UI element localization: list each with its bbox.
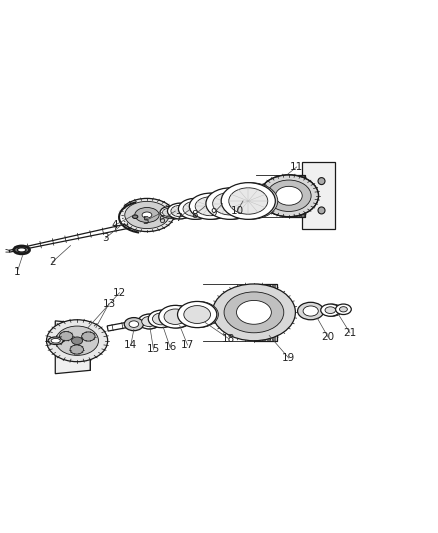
Text: 9: 9	[210, 208, 217, 218]
Ellipse shape	[124, 318, 144, 330]
Polygon shape	[302, 162, 335, 229]
Text: 17: 17	[181, 340, 194, 350]
Ellipse shape	[48, 337, 64, 344]
Ellipse shape	[56, 326, 99, 356]
Ellipse shape	[71, 337, 83, 344]
Ellipse shape	[159, 305, 192, 328]
Text: 16: 16	[163, 342, 177, 352]
Text: 5: 5	[142, 216, 149, 225]
Ellipse shape	[51, 338, 60, 343]
Ellipse shape	[138, 314, 160, 329]
Ellipse shape	[191, 193, 233, 220]
Text: 7: 7	[176, 213, 182, 223]
Ellipse shape	[167, 203, 192, 219]
Text: 10: 10	[231, 206, 244, 216]
Text: 6: 6	[158, 215, 165, 225]
Ellipse shape	[318, 207, 325, 214]
Ellipse shape	[135, 207, 159, 222]
Ellipse shape	[276, 187, 302, 205]
Ellipse shape	[14, 246, 29, 254]
Text: 12: 12	[113, 288, 126, 298]
Ellipse shape	[189, 193, 231, 220]
Ellipse shape	[212, 192, 247, 215]
Ellipse shape	[139, 314, 161, 329]
Text: 1: 1	[14, 266, 21, 277]
Ellipse shape	[303, 306, 318, 316]
Ellipse shape	[221, 183, 276, 220]
Ellipse shape	[208, 188, 256, 220]
Text: 21: 21	[343, 328, 357, 338]
Text: 15: 15	[147, 344, 160, 354]
Ellipse shape	[60, 332, 73, 341]
Ellipse shape	[178, 198, 212, 220]
Text: 18: 18	[222, 334, 235, 344]
Ellipse shape	[179, 302, 219, 328]
Ellipse shape	[195, 197, 226, 216]
Ellipse shape	[224, 183, 278, 220]
Ellipse shape	[267, 180, 311, 212]
Ellipse shape	[129, 321, 139, 327]
Ellipse shape	[229, 188, 268, 214]
Ellipse shape	[184, 305, 211, 324]
Ellipse shape	[46, 320, 108, 362]
Ellipse shape	[325, 307, 336, 313]
Ellipse shape	[142, 212, 152, 218]
Text: 8: 8	[191, 211, 198, 221]
Ellipse shape	[148, 310, 174, 328]
Ellipse shape	[259, 175, 318, 217]
Ellipse shape	[161, 207, 178, 218]
Ellipse shape	[297, 302, 324, 320]
Ellipse shape	[164, 309, 187, 325]
Ellipse shape	[206, 188, 254, 220]
Ellipse shape	[133, 215, 138, 219]
Polygon shape	[107, 308, 206, 331]
Ellipse shape	[160, 305, 193, 328]
Ellipse shape	[321, 304, 340, 316]
Ellipse shape	[162, 208, 175, 216]
Ellipse shape	[323, 304, 342, 316]
Ellipse shape	[142, 317, 156, 327]
Text: 14: 14	[124, 340, 138, 350]
Ellipse shape	[224, 292, 284, 333]
Ellipse shape	[120, 198, 174, 231]
Text: 4: 4	[112, 220, 118, 230]
Ellipse shape	[318, 177, 325, 184]
Ellipse shape	[237, 301, 272, 324]
Ellipse shape	[125, 201, 169, 229]
Ellipse shape	[70, 345, 84, 354]
Text: 2: 2	[49, 257, 56, 267]
Polygon shape	[55, 321, 90, 374]
Ellipse shape	[171, 205, 188, 217]
Text: 11: 11	[290, 162, 304, 172]
Ellipse shape	[339, 306, 347, 312]
Ellipse shape	[152, 313, 170, 325]
Ellipse shape	[212, 284, 295, 341]
Ellipse shape	[81, 332, 95, 341]
Polygon shape	[289, 175, 305, 217]
Ellipse shape	[177, 302, 217, 328]
Ellipse shape	[18, 248, 26, 252]
Polygon shape	[9, 211, 185, 252]
Ellipse shape	[169, 203, 193, 219]
Polygon shape	[254, 284, 277, 341]
Text: 19: 19	[282, 353, 296, 363]
Ellipse shape	[336, 304, 351, 314]
Text: 13: 13	[102, 298, 116, 309]
Text: 3: 3	[102, 233, 109, 243]
Ellipse shape	[160, 207, 177, 218]
Text: 20: 20	[321, 332, 335, 342]
Ellipse shape	[149, 310, 176, 328]
Ellipse shape	[180, 198, 213, 220]
Ellipse shape	[183, 201, 207, 216]
